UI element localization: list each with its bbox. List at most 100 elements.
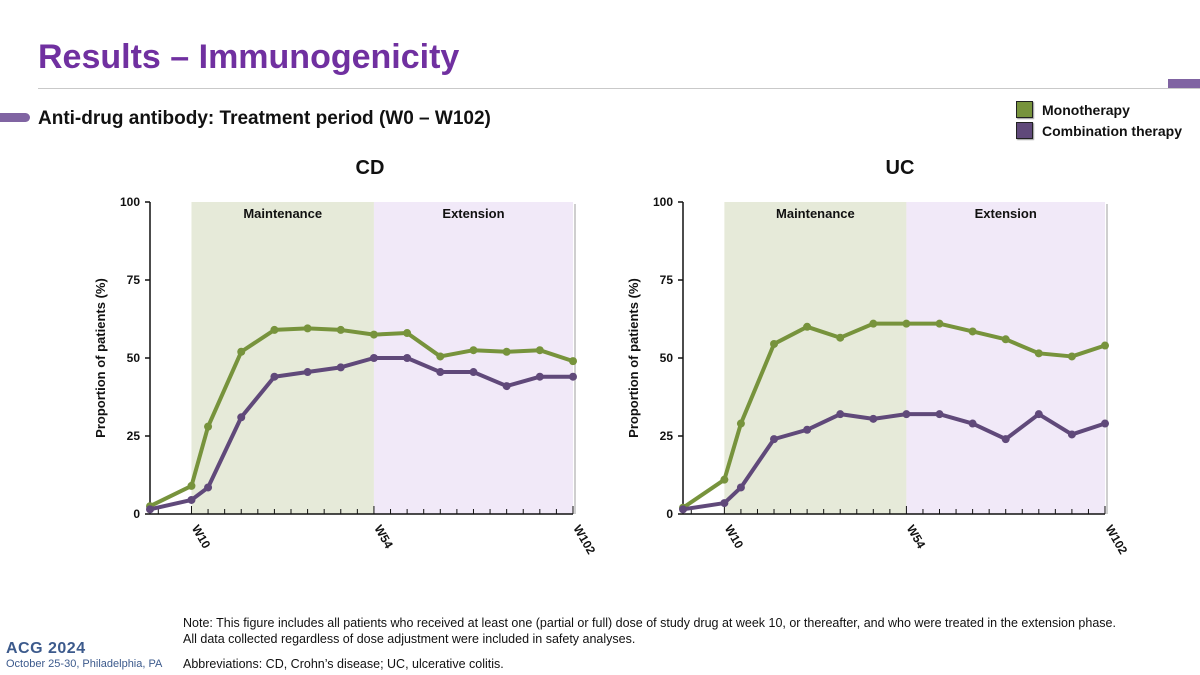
- data-point-monotherapy: [770, 339, 779, 348]
- data-point-combination: [502, 382, 511, 391]
- region-label-extension: Extension: [442, 206, 504, 221]
- region-label-maintenance: Maintenance: [776, 206, 855, 221]
- data-point-combination: [436, 368, 445, 377]
- data-point-monotherapy: [736, 419, 745, 428]
- y-tick-label: 75: [127, 273, 141, 287]
- footnote-line-1: Note: This figure includes all patients …: [183, 616, 1116, 630]
- series-line-monotherapy: [681, 321, 1106, 510]
- region-label-extension: Extension: [975, 206, 1037, 221]
- series-line-combination: [149, 356, 573, 512]
- data-point-combination: [1001, 435, 1010, 444]
- data-point-combination: [1067, 430, 1076, 439]
- legend-label-combination: Combination therapy: [1042, 122, 1183, 139]
- x-tick-label: W54: [371, 523, 396, 552]
- data-point-combination: [836, 410, 845, 419]
- data-point-monotherapy: [535, 346, 544, 355]
- legend-label-monotherapy: Monotherapy: [1042, 101, 1130, 118]
- data-point-combination: [369, 354, 378, 362]
- x-tick-label: W54: [904, 523, 929, 552]
- data-point-monotherapy: [720, 475, 729, 484]
- y-tick-label: 25: [127, 429, 141, 443]
- data-point-monotherapy: [1067, 352, 1076, 361]
- chart-title-uc: UC: [885, 157, 915, 179]
- x-tick-label: W10: [722, 523, 747, 552]
- data-point-combination: [803, 425, 812, 434]
- data-point-combination: [270, 372, 279, 381]
- data-point-combination: [1101, 419, 1109, 428]
- data-point-monotherapy: [502, 347, 511, 356]
- data-point-monotherapy: [303, 324, 312, 333]
- y-tick-label: 0: [133, 507, 140, 521]
- data-point-monotherapy: [187, 481, 196, 490]
- data-point-combination: [469, 368, 478, 377]
- legend: Monotherapy Combination therapy: [1016, 99, 1182, 141]
- legend-item-combination: Combination therapy: [1016, 120, 1182, 141]
- data-point-monotherapy: [204, 422, 213, 431]
- data-point-combination: [187, 495, 196, 504]
- data-point-combination: [204, 483, 213, 492]
- series-line-monotherapy: [149, 326, 574, 508]
- data-point-monotherapy: [803, 322, 812, 331]
- y-tick-label: 50: [660, 351, 674, 365]
- data-point-monotherapy: [902, 319, 911, 328]
- data-point-combination: [569, 372, 577, 381]
- data-point-monotherapy: [1001, 335, 1010, 344]
- data-point-monotherapy: [968, 327, 977, 336]
- data-point-combination: [679, 505, 687, 514]
- data-point-combination: [237, 413, 246, 422]
- series-line-combination: [682, 412, 1106, 512]
- data-point-combination: [935, 410, 944, 419]
- data-point-combination: [535, 372, 544, 381]
- data-point-monotherapy: [403, 329, 412, 338]
- slide-subtitle: Anti-drug antibody: Treatment period (W0…: [38, 108, 491, 129]
- data-point-monotherapy: [436, 352, 445, 361]
- data-point-combination: [403, 354, 412, 362]
- abbreviations: Abbreviations: CD, Crohn’s disease; UC, …: [183, 657, 504, 671]
- legend-swatch-monotherapy: [1016, 101, 1033, 118]
- data-point-combination: [1034, 410, 1043, 419]
- data-point-combination: [336, 363, 345, 372]
- data-point-monotherapy: [569, 357, 577, 366]
- region-label-maintenance: Maintenance: [243, 206, 322, 221]
- data-point-monotherapy: [336, 325, 345, 334]
- data-point-monotherapy: [369, 330, 378, 339]
- data-point-monotherapy: [270, 325, 279, 334]
- data-point-monotherapy: [237, 347, 246, 356]
- data-point-monotherapy: [869, 319, 878, 328]
- y-axis-label: Proportion of patients (%): [93, 278, 108, 438]
- y-tick-label: 0: [666, 507, 673, 521]
- data-point-combination: [770, 435, 779, 444]
- data-point-combination: [869, 414, 878, 423]
- data-point-combination: [736, 483, 745, 492]
- y-tick-label: 100: [653, 195, 673, 209]
- y-tick-label: 50: [127, 351, 141, 365]
- legend-item-monotherapy: Monotherapy: [1016, 99, 1182, 120]
- chart-cd: Maintenance Extension 0 25 50 75 100 W10 W54 W102…: [93, 195, 598, 557]
- data-point-combination: [146, 505, 154, 514]
- data-point-combination: [303, 368, 312, 377]
- divider-accent: [1168, 79, 1200, 88]
- title-divider: [38, 88, 1200, 89]
- conference-logo: ACG 2024: [6, 640, 86, 657]
- footnote: Note: This figure includes all patients …: [183, 615, 1116, 647]
- x-tick-label: W10: [189, 523, 214, 552]
- y-tick-label: 75: [660, 273, 674, 287]
- data-point-monotherapy: [469, 346, 478, 355]
- legend-swatch-combination: [1016, 122, 1033, 139]
- data-point-monotherapy: [935, 319, 944, 328]
- x-tick-label: W102: [1102, 523, 1130, 557]
- data-point-combination: [968, 419, 977, 428]
- data-point-combination: [720, 499, 729, 508]
- data-point-monotherapy: [1101, 341, 1109, 350]
- x-tick-label: W102: [570, 523, 598, 557]
- conference-dates: October 25-30, Philadelphia, PA: [6, 658, 163, 670]
- y-tick-label: 25: [660, 429, 674, 443]
- footnote-line-2: All data collected regardless of dose ad…: [183, 632, 636, 646]
- chart-uc: Maintenance Extension 0 25 50 75 100 W10 W54 W102…: [626, 195, 1130, 557]
- y-axis-label: Proportion of patients (%): [626, 278, 641, 438]
- page-title: Results – Immunogenicity: [38, 38, 460, 76]
- maintenance-region: [724, 202, 907, 514]
- data-point-monotherapy: [1034, 349, 1043, 358]
- data-point-combination: [902, 410, 911, 419]
